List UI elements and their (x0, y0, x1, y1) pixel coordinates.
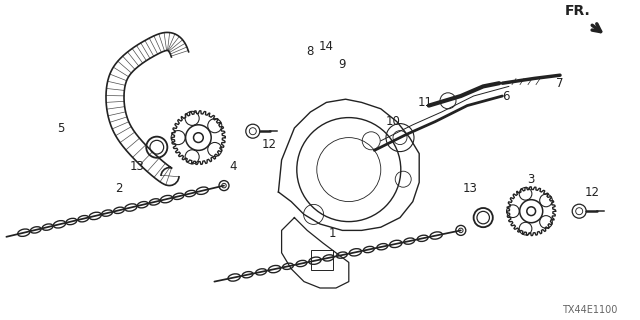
Text: TX44E1100: TX44E1100 (562, 305, 618, 316)
Text: 5: 5 (57, 122, 65, 134)
Text: 8: 8 (307, 45, 314, 58)
Text: 12: 12 (584, 186, 600, 198)
Text: 11: 11 (418, 96, 433, 109)
Text: 13: 13 (463, 182, 478, 195)
Text: 2: 2 (115, 182, 122, 195)
Text: 9: 9 (339, 58, 346, 70)
Text: 13: 13 (130, 160, 145, 173)
Text: FR.: FR. (565, 4, 591, 18)
Text: 1: 1 (329, 227, 337, 240)
Text: 3: 3 (527, 173, 535, 186)
Text: 10: 10 (386, 115, 401, 128)
Text: 6: 6 (502, 90, 509, 102)
Text: 14: 14 (319, 40, 334, 53)
Text: 4: 4 (230, 160, 237, 173)
Text: 12: 12 (261, 138, 276, 150)
Text: 7: 7 (556, 77, 564, 90)
